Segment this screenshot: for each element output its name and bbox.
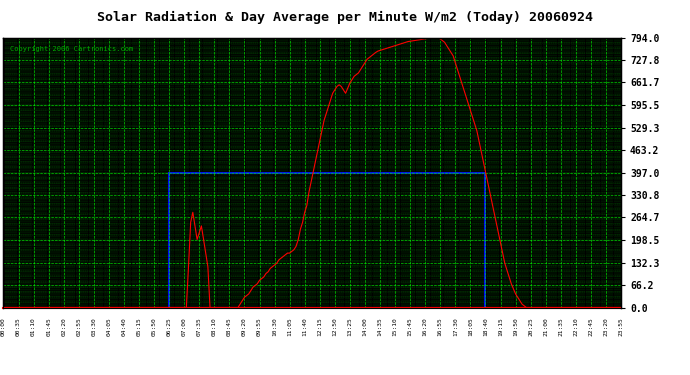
Text: 11:40: 11:40	[302, 317, 307, 336]
Text: 14:35: 14:35	[377, 317, 382, 336]
Text: 14:00: 14:00	[362, 317, 368, 336]
Text: 23:20: 23:20	[604, 317, 609, 336]
Text: 22:45: 22:45	[589, 317, 593, 336]
Text: Solar Radiation & Day Average per Minute W/m2 (Today) 20060924: Solar Radiation & Day Average per Minute…	[97, 11, 593, 24]
Text: 13:25: 13:25	[347, 317, 353, 336]
Bar	[169, 172, 486, 308]
Text: 17:30: 17:30	[453, 317, 458, 336]
Text: 18:05: 18:05	[468, 317, 473, 336]
Text: 02:20: 02:20	[61, 317, 66, 336]
Text: 09:55: 09:55	[257, 317, 262, 336]
Text: 07:35: 07:35	[197, 317, 201, 336]
Text: 10:30: 10:30	[272, 317, 277, 336]
Text: 20:25: 20:25	[528, 317, 533, 336]
Text: 15:45: 15:45	[408, 317, 413, 336]
Text: 11:05: 11:05	[287, 317, 292, 336]
Text: 19:15: 19:15	[498, 317, 503, 336]
Text: 04:05: 04:05	[106, 317, 111, 336]
Text: 09:20: 09:20	[242, 317, 247, 336]
Text: 19:50: 19:50	[513, 317, 518, 336]
Text: 18:40: 18:40	[483, 317, 488, 336]
Text: 02:55: 02:55	[77, 317, 81, 336]
Text: 16:20: 16:20	[423, 317, 428, 336]
Text: 23:55: 23:55	[618, 317, 624, 336]
Text: 03:30: 03:30	[91, 317, 97, 336]
Text: 16:55: 16:55	[437, 317, 443, 336]
Text: 04:40: 04:40	[121, 317, 126, 336]
Text: 08:45: 08:45	[227, 317, 232, 336]
Text: 08:10: 08:10	[212, 317, 217, 336]
Text: Copyright 2006 Cartronics.com: Copyright 2006 Cartronics.com	[10, 46, 133, 52]
Text: 06:25: 06:25	[166, 317, 172, 336]
Text: 12:50: 12:50	[333, 317, 337, 336]
Text: 05:15: 05:15	[137, 317, 141, 336]
Text: 12:15: 12:15	[317, 317, 322, 336]
Text: 21:35: 21:35	[558, 317, 563, 336]
Text: 22:10: 22:10	[573, 317, 578, 336]
Text: 21:00: 21:00	[543, 317, 548, 336]
Text: 05:50: 05:50	[152, 317, 157, 336]
Text: 00:00: 00:00	[1, 317, 6, 336]
Text: 01:10: 01:10	[31, 317, 36, 336]
Text: 00:35: 00:35	[16, 317, 21, 336]
Text: 01:45: 01:45	[46, 317, 51, 336]
Text: 07:00: 07:00	[181, 317, 187, 336]
Text: 15:10: 15:10	[393, 317, 397, 336]
